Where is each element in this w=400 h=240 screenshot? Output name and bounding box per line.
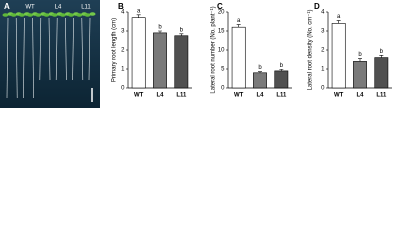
significance-letter: b — [358, 52, 362, 58]
significance-letter: b — [280, 63, 284, 69]
bar — [153, 32, 167, 89]
x-tick-label: L11 — [376, 93, 387, 99]
leaf — [76, 13, 83, 17]
bar — [374, 57, 389, 89]
root — [6, 17, 9, 99]
significance-letter: b — [258, 65, 262, 71]
y-axis-label: Lateral root density (No. cm⁻¹) — [308, 10, 314, 91]
error-bar — [236, 24, 241, 28]
root — [39, 17, 42, 81]
root — [65, 17, 67, 81]
error-bar — [179, 33, 184, 36]
leaf — [89, 12, 96, 16]
significance-letter: b — [158, 25, 162, 31]
x-tick-label: L4 — [156, 93, 164, 99]
y-tick-label: 3 — [121, 29, 125, 35]
y-axis-label: Lateral root number (No. plant⁻¹) — [211, 6, 217, 93]
x-tick-label: L4 — [356, 93, 364, 99]
bar — [253, 72, 267, 89]
leaf — [35, 13, 42, 17]
photo-label: L4 — [55, 5, 62, 11]
y-tick-label: 2 — [121, 48, 125, 54]
bar — [274, 70, 289, 89]
photo-label: WT — [25, 5, 35, 11]
photo-label: L11 — [81, 5, 91, 11]
error-bar — [158, 30, 162, 33]
y-tick-label: 2 — [321, 48, 325, 54]
y-tick-label: 3 — [321, 29, 325, 35]
leaf — [68, 13, 75, 17]
root — [32, 17, 34, 99]
error-bar — [379, 55, 384, 58]
panel-letter: D — [314, 2, 320, 11]
error-bar — [336, 20, 341, 24]
y-tick-label: 1 — [121, 67, 125, 73]
significance-letter: a — [337, 14, 341, 20]
y-tick-label: 20 — [218, 10, 225, 16]
leaf — [27, 13, 34, 17]
leaf — [59, 13, 66, 17]
bar — [131, 17, 146, 89]
root — [88, 17, 91, 81]
root — [48, 17, 51, 81]
root — [23, 17, 25, 99]
x-tick-label: L11 — [276, 93, 287, 99]
panel-letter: B — [118, 2, 124, 11]
root — [15, 17, 18, 99]
y-tick-label: 5 — [221, 67, 225, 73]
y-tick-label: 4 — [321, 10, 325, 16]
leaf — [18, 13, 25, 17]
x-tick-label: WT — [234, 93, 244, 99]
y-axis-label: Primary root length (cm) — [112, 18, 118, 82]
leaf — [84, 13, 91, 17]
panel-letter: A — [4, 2, 10, 11]
bar — [231, 26, 246, 89]
significance-letter: a — [237, 18, 241, 24]
y-tick-label: 0 — [321, 86, 325, 92]
bar — [174, 35, 189, 89]
leaf — [2, 13, 9, 17]
leaf — [51, 13, 58, 17]
bar — [331, 23, 346, 89]
root — [55, 17, 58, 81]
error-bar — [136, 14, 141, 18]
y-tick-label: 0 — [121, 86, 125, 92]
error-bar — [279, 69, 284, 71]
x-tick-label: WT — [334, 93, 344, 99]
root — [72, 17, 74, 81]
plants — [2, 12, 96, 99]
error-bar — [358, 58, 362, 62]
y-tick-label: 1 — [321, 67, 325, 73]
x-tick-label: L4 — [256, 93, 264, 99]
y-tick-label: 0 — [221, 86, 225, 92]
significance-letter: b — [180, 27, 184, 33]
significance-letter: a — [137, 8, 141, 14]
significance-letter: b — [380, 49, 384, 55]
leaf — [10, 13, 17, 17]
leaf — [43, 13, 50, 17]
y-tick-label: 15 — [218, 29, 225, 35]
x-tick-label: L11 — [176, 93, 187, 99]
bar — [353, 61, 367, 89]
error-bar — [258, 71, 262, 73]
x-tick-label: WT — [134, 93, 144, 99]
panel-letter: C — [217, 2, 223, 11]
y-tick-label: 4 — [121, 10, 125, 16]
root — [81, 17, 84, 81]
y-tick-label: 10 — [218, 48, 225, 54]
